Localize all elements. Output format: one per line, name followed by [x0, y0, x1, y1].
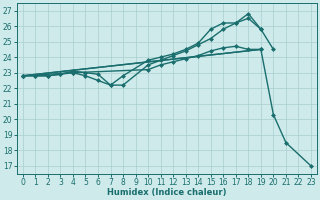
- X-axis label: Humidex (Indice chaleur): Humidex (Indice chaleur): [107, 188, 227, 197]
